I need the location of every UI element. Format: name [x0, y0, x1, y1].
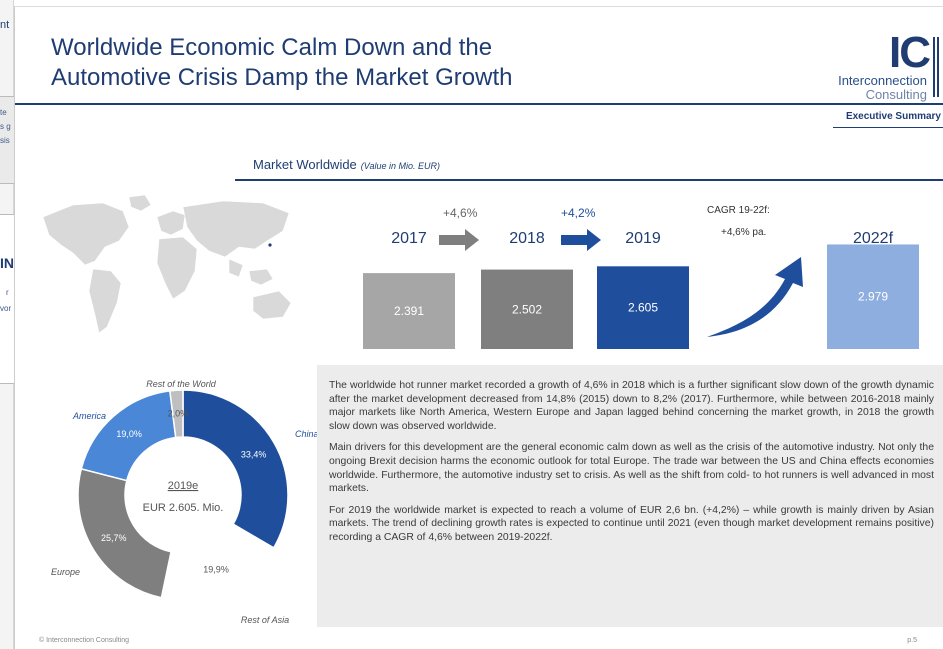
- cagr-arrow-icon: [707, 257, 803, 337]
- section-label: Executive Summary: [845, 111, 941, 122]
- world-map-image: [42, 194, 292, 334]
- slice-value-label: 33,4%: [241, 449, 267, 459]
- donut-center-year: 2019e: [168, 480, 199, 492]
- bg-fragment: vor: [0, 304, 12, 313]
- summary-text-box: The worldwide hot runner market recorded…: [317, 365, 943, 627]
- donut-hole: [125, 437, 241, 553]
- slide-title: Worldwide Economic Calm Down and the Aut…: [51, 33, 611, 93]
- title-line-1: Worldwide Economic Calm Down and the: [51, 34, 493, 61]
- summary-paragraph: Main drivers for this development are th…: [329, 442, 934, 495]
- market-title-text: Market Worldwide: [253, 157, 357, 172]
- market-bar-chart: +4,6% +4,2% CAGR 19-22f: +4,6% pa. 2.391…: [335, 187, 943, 357]
- market-subtitle: (Value in Mio. EUR): [360, 161, 440, 171]
- bar-2018: [481, 269, 573, 349]
- slice-name-label: Rest of the World: [146, 379, 217, 389]
- bg-fragment: IN: [0, 255, 14, 271]
- year-label: 2022f: [853, 230, 894, 247]
- bg-box: [0, 96, 14, 184]
- slice-value-label: 19,0%: [116, 429, 142, 439]
- cagr-label-line-2: +4,6% pa.: [721, 227, 766, 238]
- year-label: 2017: [391, 230, 427, 247]
- market-title: Market Worldwide (Value in Mio. EUR): [253, 157, 440, 172]
- slice-value-label: 25,7%: [101, 533, 127, 543]
- bg-fragment: te: [0, 108, 7, 117]
- slice-name-label: America: [72, 411, 106, 421]
- slice-name-label: China: [295, 429, 319, 439]
- bar-value-label: 2.979: [858, 290, 888, 304]
- bg-fragment: sis: [0, 136, 10, 145]
- year-label: 2018: [509, 230, 545, 247]
- summary-paragraph: The worldwide hot runner market recorded…: [329, 380, 934, 432]
- growth-arrow-icon: [439, 229, 479, 251]
- bar-value-label: 2.502: [512, 302, 542, 316]
- bar-2019: [597, 266, 689, 349]
- bar-value-label: 2.605: [628, 301, 658, 315]
- slice-name-label: Europe: [51, 567, 80, 577]
- bg-fragment: nt: [0, 19, 10, 31]
- donut-center-value: EUR 2.605. Mio.: [143, 502, 224, 514]
- logo-name-line-2: Consulting: [865, 87, 927, 102]
- cagr-label-line-1: CAGR 19-22f:: [707, 205, 770, 216]
- section-divider: [833, 127, 943, 128]
- footer-copyright: © Interconnection Consulting: [39, 637, 129, 644]
- bg-fragment: r: [6, 288, 9, 297]
- year-label: 2019: [625, 230, 661, 247]
- bar-value-label: 2.391: [394, 304, 424, 318]
- bar-2022f: [827, 244, 919, 349]
- bg-fragment: s g: [0, 122, 11, 131]
- slide: Worldwide Economic Calm Down and the Aut…: [14, 6, 943, 649]
- growth-label: +4,2%: [561, 206, 596, 220]
- logo-name-line-1: Interconnection: [838, 73, 927, 88]
- summary-paragraph: For 2019 the worldwide market is expecte…: [329, 504, 934, 543]
- title-divider: [15, 103, 943, 105]
- bg-box: [0, 214, 14, 384]
- slice-name-label: Rest of Asia: [241, 615, 289, 625]
- logo-bars: [933, 37, 939, 97]
- slice-value-label: 2,0%: [168, 409, 189, 419]
- slice-value-label: 19,9%: [203, 564, 229, 574]
- market-donut-chart: 33,4% China 19,9% Rest of Asia 25,7% Europe 19…: [51, 379, 319, 625]
- title-line-2: Automotive Crisis Damp the Market Growth: [51, 64, 513, 91]
- footer-page-number: p.5: [907, 637, 917, 644]
- bar-chart-svg: +4,6% +4,2% CAGR 19-22f: +4,6% pa. 2.391…: [363, 205, 919, 349]
- bar-2017: [363, 273, 455, 349]
- growth-label: +4,6%: [443, 206, 478, 220]
- growth-arrow-icon: [561, 229, 601, 251]
- market-divider: [235, 179, 943, 181]
- logo-mark: IC: [889, 28, 931, 77]
